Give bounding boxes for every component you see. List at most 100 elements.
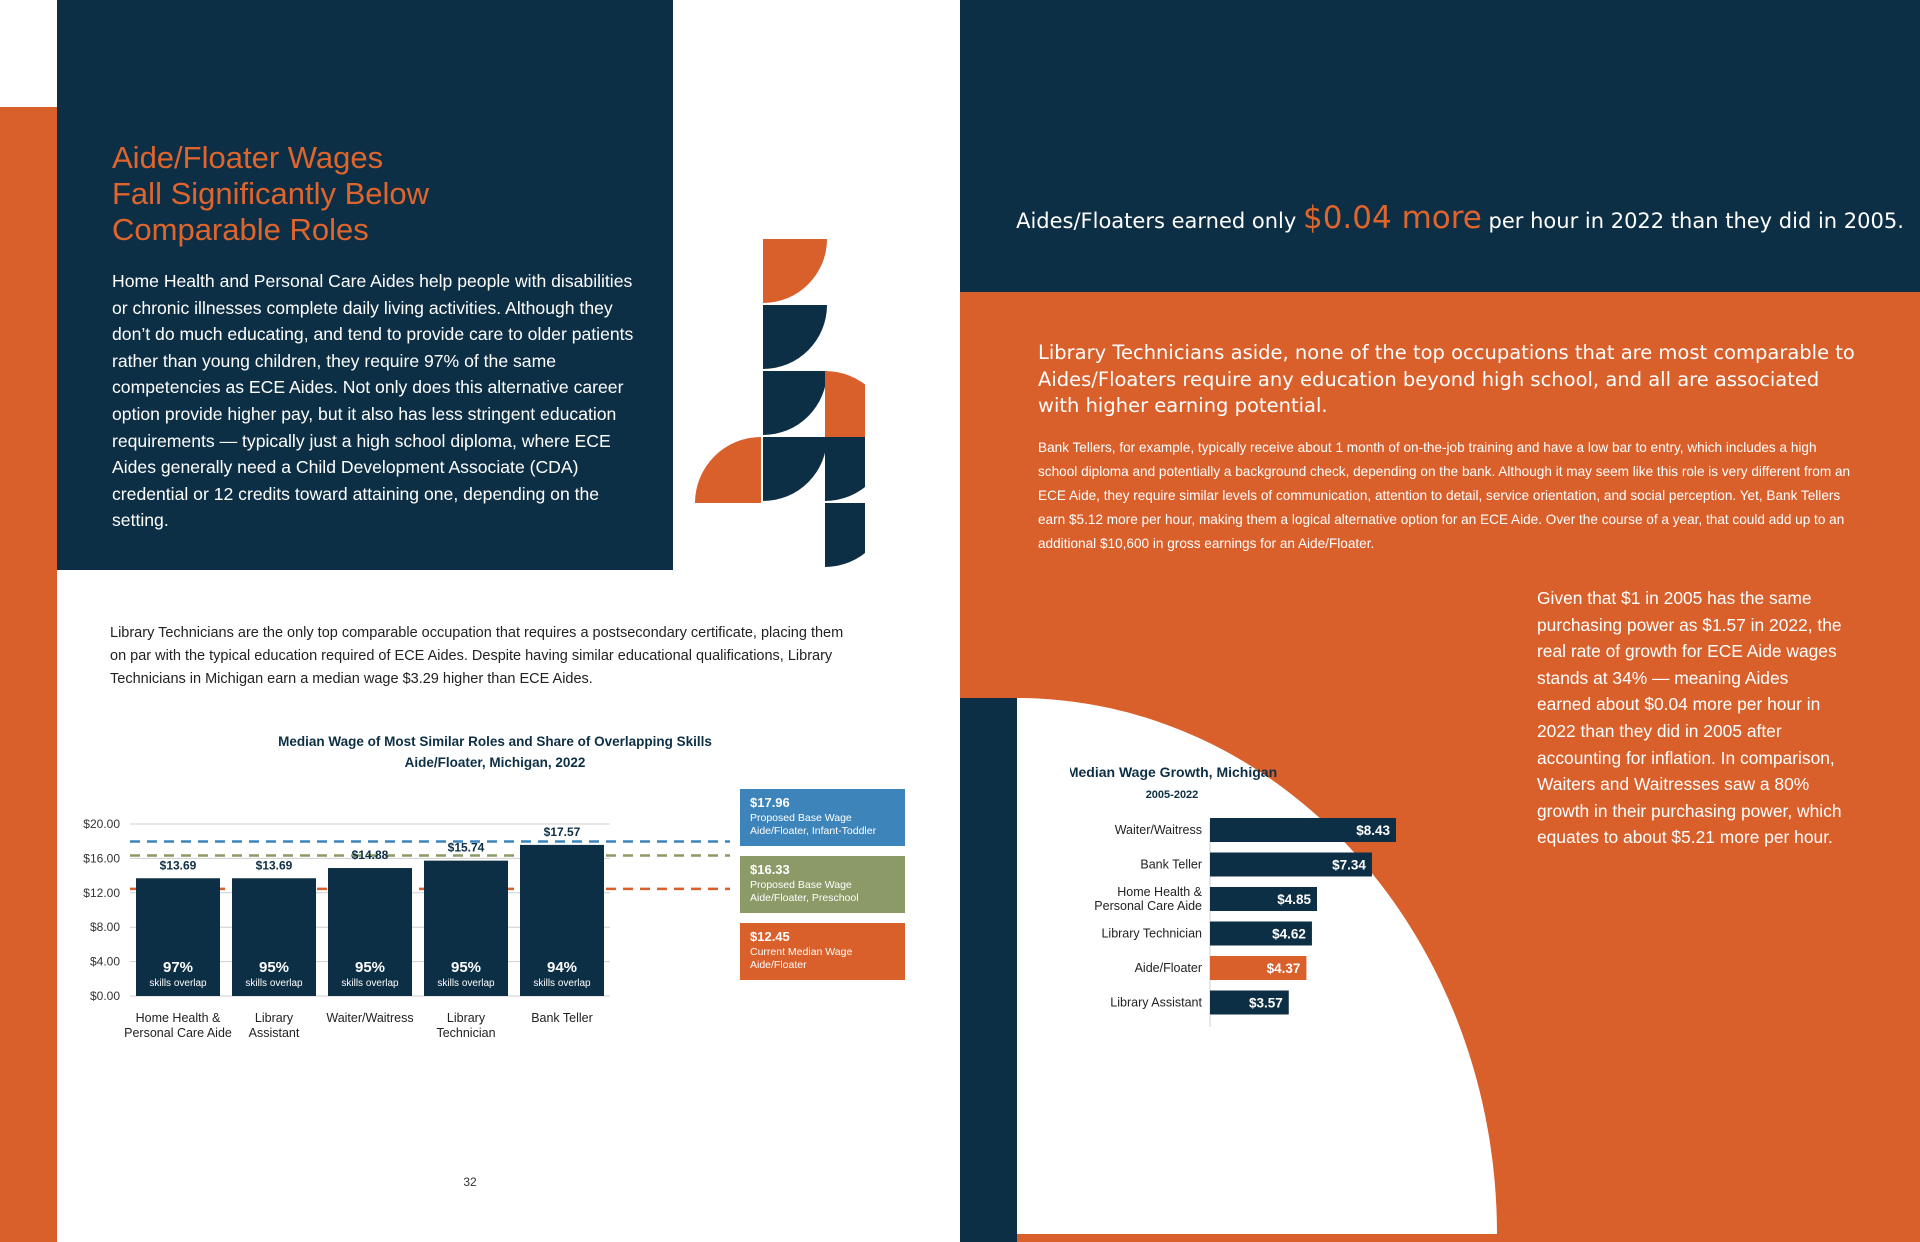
- bar-value-label: $13.69: [160, 858, 197, 872]
- overlap-percent: 97%: [163, 959, 193, 976]
- right-navy-strip: [960, 698, 1017, 1242]
- growth-bar: [1210, 887, 1318, 911]
- growth-bars: $8.43 Waiter/Waitress $7.34 Bank Teller $4.8…: [1094, 818, 1396, 1027]
- deco-shape: [825, 371, 865, 437]
- growth-category-label: Personal Care Aide: [1094, 899, 1202, 913]
- left-orange-strip: [0, 107, 57, 1242]
- growth-category-label: Aide/Floater: [1135, 961, 1202, 975]
- reference-box: [740, 856, 905, 913]
- deco-shape: [695, 437, 761, 503]
- chart-subtitle: Aide/Floater, Michigan, 2022: [405, 755, 586, 770]
- overlap-percent: 94%: [547, 959, 577, 976]
- y-tick-label: $16.00: [83, 851, 120, 865]
- growth-category-label: Library Technician: [1101, 927, 1202, 941]
- reference-value: $17.96: [750, 795, 790, 810]
- bar: [424, 860, 508, 996]
- inflation-paragraph: Given that $1 in 2005 has the same purch…: [1537, 588, 1842, 848]
- bar: [136, 878, 220, 996]
- y-tick-label: $8.00: [90, 920, 120, 934]
- bar: [328, 868, 412, 996]
- deco-shape: [825, 437, 865, 501]
- deco-shape: [825, 503, 865, 567]
- x-tick-label: Technician: [436, 1026, 495, 1040]
- page-number-right: 33: [1439, 1175, 1453, 1189]
- bar: [232, 878, 316, 996]
- overlap-label: skills overlap: [437, 978, 495, 989]
- bar-value-label: $14.88: [352, 848, 389, 862]
- reference-desc: Aide/Floater: [750, 959, 807, 971]
- reference-value: $16.33: [750, 862, 790, 877]
- intro-paragraph: Home Health and Personal Care Aides help…: [112, 271, 634, 531]
- reference-desc: Aide/Floater, Preschool: [750, 892, 859, 904]
- growth-bar: [1210, 818, 1396, 842]
- overlap-label: skills overlap: [341, 978, 399, 989]
- growth-value-label: $3.57: [1249, 996, 1283, 1011]
- reference-desc: Proposed Base Wage: [750, 812, 852, 824]
- median-wage-chart: Median Wage of Most Similar Roles and Sh…: [83, 734, 905, 1040]
- reference-box: [740, 789, 905, 846]
- deco-shape: [763, 239, 827, 303]
- overlap-percent: 95%: [355, 959, 385, 976]
- bank-teller-paragraph: Bank Tellers, for example, typically rec…: [1038, 440, 1851, 551]
- reference-value: $12.45: [750, 929, 790, 944]
- overlap-label: skills overlap: [245, 978, 303, 989]
- reference-lines: [130, 840, 730, 891]
- y-tick-label: $12.00: [83, 886, 120, 900]
- reference-box: [740, 923, 905, 980]
- growth-bar: [1210, 990, 1289, 1015]
- decorative-quarter-circles: [695, 239, 865, 567]
- growth-bar: [1210, 956, 1307, 980]
- y-tick-label: $0.00: [90, 989, 120, 1003]
- page-title: Aide/Floater Wages Fall Significantly Be…: [112, 140, 632, 248]
- headline-part-2: per hour in 2022 than they did in 2005.: [1481, 209, 1904, 233]
- overlap-label: skills overlap: [533, 978, 591, 989]
- right-navy-header: [960, 0, 1920, 292]
- growth-chart-title: Median Wage Growth, Michigan: [1070, 764, 1277, 780]
- growth-bar: [1210, 852, 1372, 877]
- y-tick-label: $4.00: [90, 955, 120, 969]
- reference-desc: Current Median Wage: [750, 946, 852, 958]
- x-tick-label: Library: [447, 1011, 486, 1025]
- left-navy-panel: [57, 0, 673, 570]
- deco-shape: [763, 437, 827, 501]
- growth-category-label: Home Health &: [1117, 885, 1202, 899]
- reference-desc: Proposed Base Wage: [750, 879, 852, 891]
- growth-chart-subtitle: 2005-2022: [1146, 789, 1199, 801]
- deco-shape: [763, 371, 827, 435]
- bar: [520, 844, 604, 996]
- growth-category-label: Waiter/Waitress: [1115, 823, 1202, 837]
- chart-bars: $13.69 97% skills overlap Home Health &Pers…: [124, 825, 604, 1040]
- growth-category-label: Bank Teller: [1140, 858, 1202, 872]
- title-line-3: Comparable Roles: [112, 212, 369, 247]
- wage-growth-chart: Median Wage Growth, Michigan 2005-2022 $…: [1070, 764, 1396, 1027]
- title-line-2: Fall Significantly Below: [112, 176, 430, 211]
- growth-value-label: $4.37: [1267, 961, 1301, 976]
- headline-highlight: $0.04 more: [1302, 200, 1482, 236]
- bar-value-label: $17.57: [544, 825, 581, 839]
- overlap-percent: 95%: [451, 959, 481, 976]
- reference-desc: Aide/Floater, Infant-Toddler: [750, 825, 877, 837]
- x-tick-label: Personal Care Aide: [124, 1026, 232, 1040]
- headline-part-1: Aides/Floaters earned only: [1016, 209, 1303, 233]
- growth-value-label: $4.85: [1277, 892, 1311, 907]
- growth-value-label: $7.34: [1332, 858, 1366, 873]
- x-tick-label: Bank Teller: [531, 1011, 593, 1025]
- growth-category-label: Library Assistant: [1110, 996, 1202, 1010]
- x-tick-label: Assistant: [249, 1026, 300, 1040]
- growth-value-label: $4.62: [1272, 927, 1306, 942]
- library-technician-note: Library Technicians are the only top com…: [110, 625, 844, 687]
- bar-value-label: $13.69: [256, 858, 293, 872]
- growth-bar: [1210, 921, 1312, 946]
- y-tick-label: $20.00: [83, 817, 120, 831]
- title-line-1: Aide/Floater Wages: [112, 140, 384, 175]
- growth-value-label: $8.43: [1356, 823, 1390, 838]
- overlap-label: skills overlap: [149, 978, 207, 989]
- page-number-left: 32: [463, 1175, 477, 1189]
- overlap-percent: 95%: [259, 959, 289, 976]
- x-tick-label: Waiter/Waitress: [326, 1011, 413, 1025]
- deco-shape: [763, 305, 827, 369]
- section-heading: Library Technicians aside, none of the t…: [1038, 341, 1855, 417]
- chart-title: Median Wage of Most Similar Roles and Sh…: [278, 734, 712, 749]
- x-tick-label: Library: [255, 1011, 294, 1025]
